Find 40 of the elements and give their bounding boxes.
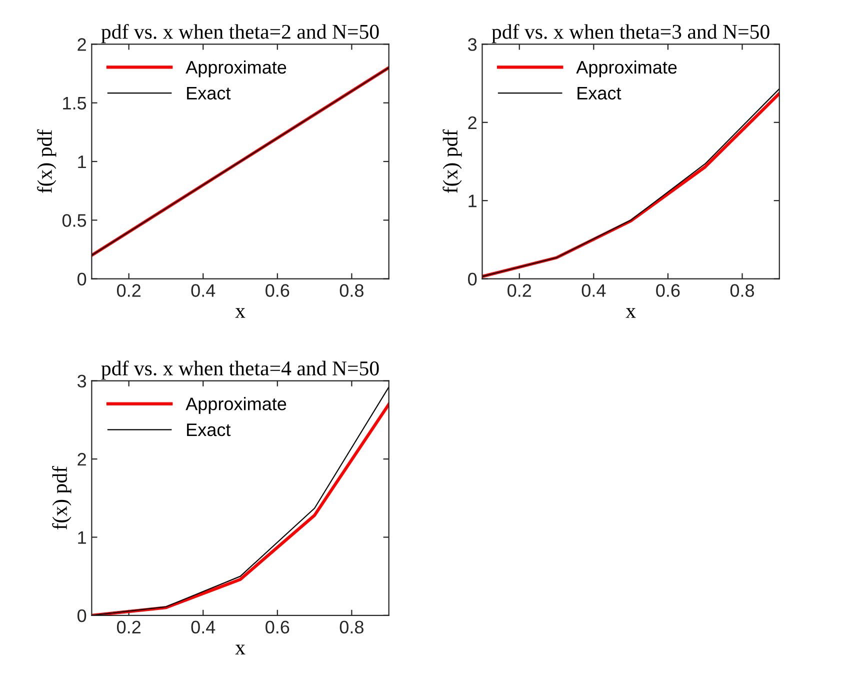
x-axis-title: x xyxy=(235,308,246,318)
x-tick-label: 0.6 xyxy=(266,284,290,297)
x-axis-title: x xyxy=(626,308,636,318)
x-tick-label: 0.8 xyxy=(340,284,364,297)
legend-label: Approximate xyxy=(186,397,286,414)
x-tick-label: 0.4 xyxy=(582,284,606,297)
y-tick-label: 0 xyxy=(468,272,477,286)
legend-label: Exact xyxy=(187,86,231,100)
y-axis-title: f(x) pdf xyxy=(442,129,462,193)
x-tick-label: 0.4 xyxy=(191,284,216,297)
y-tick-label: 1 xyxy=(78,531,86,544)
y-tick-label: 1 xyxy=(78,156,86,168)
legend-label: Approximate xyxy=(576,60,677,78)
legend-label: Exact xyxy=(187,424,231,436)
y-tick-label: 3 xyxy=(468,38,477,51)
chart-title: pdf vs. x when theta=2 and N=50 xyxy=(101,24,379,44)
y-tick-label: 2 xyxy=(78,452,86,466)
y-tick-label: 0 xyxy=(77,609,86,622)
x-tick-label: 0.8 xyxy=(340,620,364,634)
chart-title: pdf vs. x when theta=3 and N=50 xyxy=(492,24,770,44)
x-tick-label: 0.2 xyxy=(508,284,532,297)
x-tick-label: 0.2 xyxy=(116,620,140,634)
y-axis-title: f(x) pdf xyxy=(52,466,72,530)
y-tick-label: 0 xyxy=(77,272,86,286)
x-tick-label: 0.4 xyxy=(191,620,216,634)
x-tick-label: 0.6 xyxy=(656,284,680,297)
legend-label: Approximate xyxy=(186,60,286,78)
x-tick-label: 0.6 xyxy=(266,620,290,634)
y-tick-label: 2 xyxy=(78,38,86,51)
y-axis-title: f(x) pdf xyxy=(37,129,56,193)
legend-label: Exact xyxy=(578,86,622,100)
y-tick-label: 1 xyxy=(468,194,476,208)
chart-title: pdf vs. x when theta=4 and N=50 xyxy=(101,360,379,380)
y-tick-label: 3 xyxy=(77,374,86,388)
x-tick-label: 0.8 xyxy=(730,284,754,297)
y-tick-label: 2 xyxy=(468,116,476,129)
x-axis-title: x xyxy=(235,644,246,654)
y-tick-label: 0.5 xyxy=(62,214,86,227)
y-tick-label: 1.5 xyxy=(63,96,86,110)
x-tick-label: 0.2 xyxy=(116,284,140,297)
